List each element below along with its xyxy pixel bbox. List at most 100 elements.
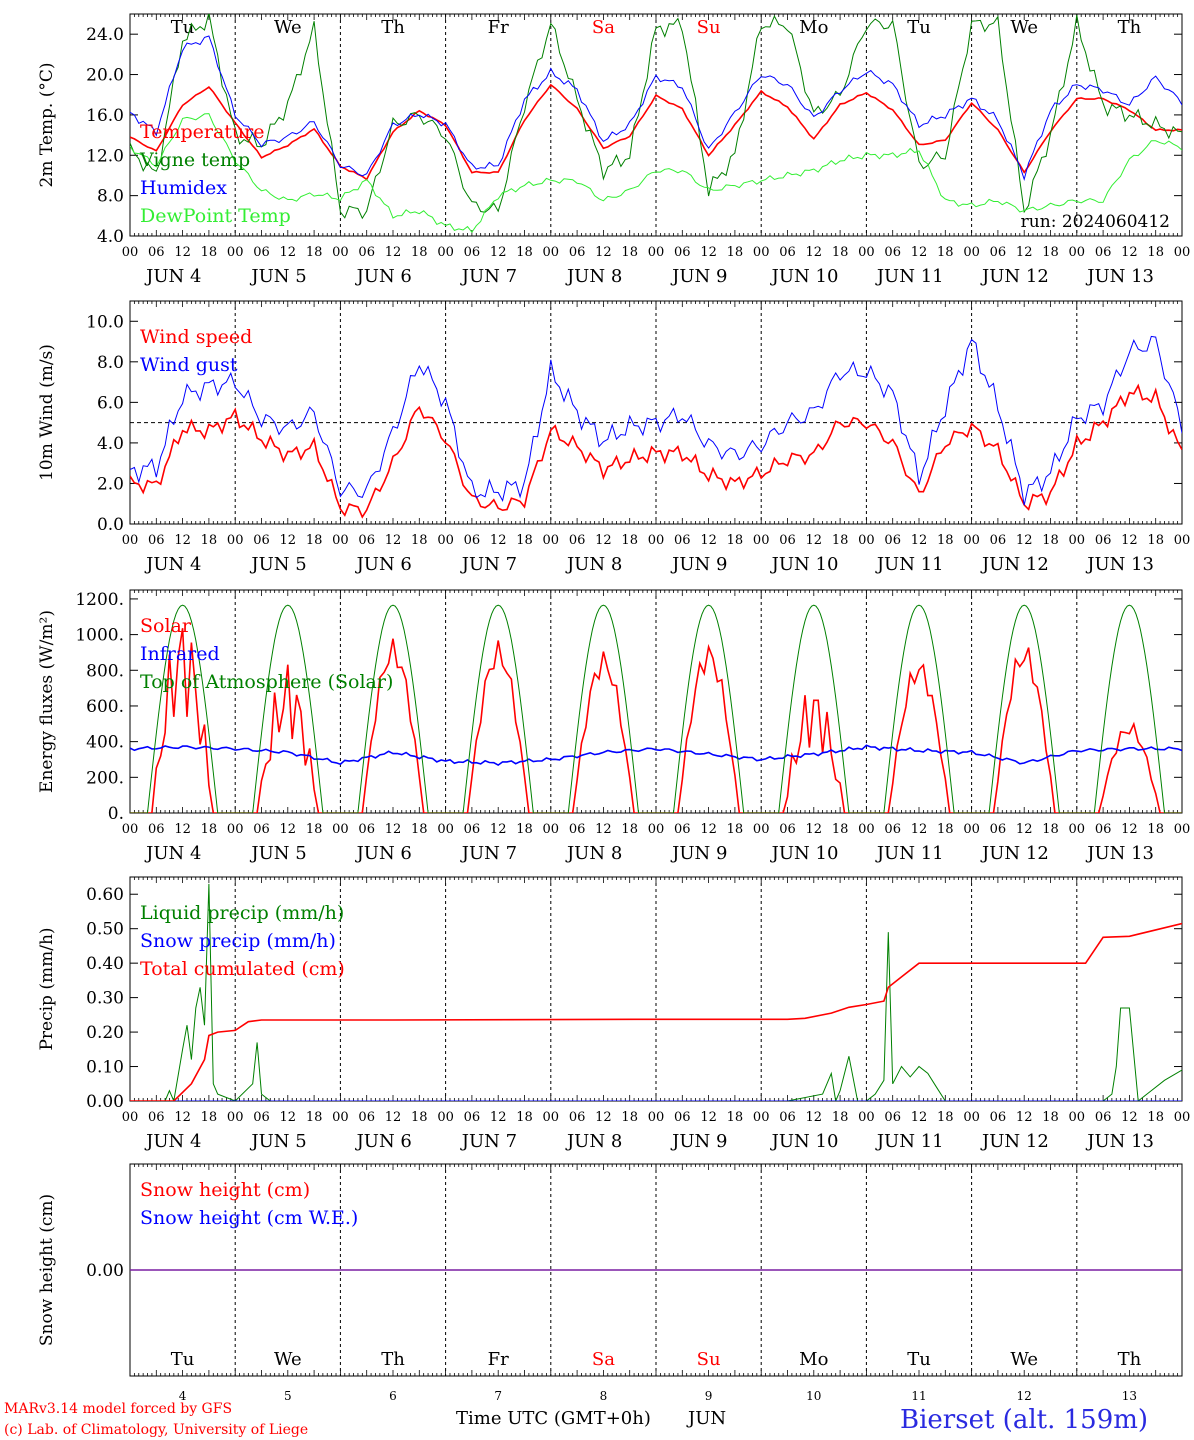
x-tick-label: 18 [516, 1110, 533, 1125]
x-tick-label: 18 [937, 822, 954, 837]
x-tick-label: 18 [306, 245, 323, 260]
x-tick-label: 00 [227, 245, 244, 260]
x-tick-label: 06 [569, 245, 586, 260]
date-label: JUN 7 [460, 266, 517, 287]
date-label: JUN 9 [670, 1131, 727, 1152]
x-tick-label: 00 [227, 533, 244, 548]
date-label: JUN 12 [980, 266, 1049, 287]
weekday-label: We [1010, 1349, 1038, 1370]
series-line-infrared [130, 744, 1182, 767]
legend-entry: Snow height (cm) [140, 1179, 310, 1201]
weekday-label: Fr [488, 1349, 509, 1370]
series-line-liquid-precip-mm-h- [130, 883, 1182, 1101]
x-tick-label: 06 [990, 822, 1007, 837]
date-label: JUN 12 [980, 554, 1049, 575]
x-tick-label: 06 [148, 245, 165, 260]
date-label: JUN 8 [565, 554, 622, 575]
x-tick-label: 18 [621, 822, 638, 837]
x-tick-label: 06 [1095, 245, 1112, 260]
x-tick-label: 18 [201, 822, 218, 837]
x-tick-label: 18 [621, 533, 638, 548]
x-tick-label: 06 [569, 533, 586, 548]
date-label: JUN 10 [770, 554, 839, 575]
x-tick-label: 12 [174, 245, 191, 260]
x-tick-label: 00 [332, 533, 349, 548]
x-axis-label: Time UTC (GMT+0h) [456, 1408, 651, 1429]
x-tick-label: 06 [779, 1110, 796, 1125]
weekday-label: Th [381, 1349, 405, 1370]
x-tick-label: 06 [358, 533, 375, 548]
x-tick-label: 00 [858, 822, 875, 837]
x-tick-label: 12 [385, 1110, 402, 1125]
date-label: JUN 6 [355, 554, 412, 575]
x-tick-label: 06 [884, 533, 901, 548]
series-line-temperature [130, 83, 1182, 181]
x-tick-label: 12 [490, 533, 507, 548]
date-label: JUN 4 [144, 266, 201, 287]
x-tick-label: 12 [911, 533, 928, 548]
x-tick-label: 00 [437, 822, 454, 837]
x-tick-label: 00 [543, 1110, 560, 1125]
x-tick-label: 00 [122, 533, 139, 548]
series-line-total-cumulated-cm- [130, 922, 1182, 1101]
x-tick-label: 00 [437, 245, 454, 260]
y-tick-label: 0.30 [86, 989, 124, 1009]
plot-frame [129, 300, 1183, 525]
x-tick-label: 18 [411, 822, 428, 837]
y-axis-label: Energy fluxes (W/m²) [37, 610, 57, 793]
x-tick-label: 18 [832, 245, 849, 260]
x-tick-label: 12 [1016, 822, 1033, 837]
x-tick-label: 00 [1174, 822, 1191, 837]
date-label: JUN 10 [770, 843, 839, 864]
x-tick-label: 06 [358, 1110, 375, 1125]
weekday-label: Tu [907, 1349, 931, 1370]
legend-entry: Top of Atmosphere (Solar) [140, 671, 393, 693]
x-tick-label: 00 [858, 1110, 875, 1125]
date-label: JUN 11 [875, 554, 944, 575]
y-tick-label: 1200. [75, 590, 124, 610]
x-tick-label: 12 [595, 533, 612, 548]
x-tick-label: 06 [569, 1110, 586, 1125]
x-tick-label: 00 [227, 1110, 244, 1125]
y-tick-label: 200. [86, 768, 124, 788]
x-tick-label: 18 [621, 1110, 638, 1125]
legend-entry: DewPoint Temp [140, 205, 291, 227]
x-tick-label: 12 [911, 822, 928, 837]
x-tick-label: 12 [806, 1110, 823, 1125]
station-label: Bierset (alt. 159m) [900, 1405, 1148, 1435]
x-tick-label: 00 [543, 245, 560, 260]
x-tick-label: 18 [832, 1110, 849, 1125]
x-tick-label: 12 [1121, 245, 1138, 260]
date-label: JUN 11 [875, 843, 944, 864]
y-tick-label: 0. [108, 804, 124, 824]
x-tick-label: 18 [727, 533, 744, 548]
series-line-wind-gust [130, 335, 1182, 506]
panel-4: 0.00 0.10 0.20 0.30 0.40 0.50 0.60 Precip (mm/h… [37, 876, 1190, 1152]
x-tick-label: 18 [937, 1110, 954, 1125]
x-tick-label: 00 [753, 822, 770, 837]
series-line-humidex [130, 35, 1182, 182]
plot-area [130, 335, 1182, 519]
x-tick-label: 06 [990, 533, 1007, 548]
x-tick-label: 18 [201, 533, 218, 548]
x-tick-label: 06 [674, 245, 691, 260]
footer: MARv3.14 model forced by GFS (c) Lab. of… [4, 1401, 1148, 1438]
date-label: JUN 6 [355, 266, 412, 287]
day-number: 9 [705, 1389, 713, 1403]
x-tick-label: 00 [332, 1110, 349, 1125]
y-tick-label: 8.0 [97, 353, 124, 373]
weekday-strip: Tu 4 We 5 Th 6 Fr 7 Sa 8 Su 9 Mo 10 Tu 11 We 12 Th 13 [171, 1349, 1142, 1403]
x-tick-label: 12 [385, 822, 402, 837]
x-tick-label: 00 [753, 245, 770, 260]
x-tick-label: 12 [806, 822, 823, 837]
x-tick-label: 06 [148, 1110, 165, 1125]
weekday-label: Su [697, 1349, 721, 1370]
x-tick-label: 12 [700, 533, 717, 548]
weekday-label: Th [1118, 17, 1142, 38]
x-axis-month: JUN [686, 1408, 726, 1429]
x-tick-label: 18 [1042, 1110, 1059, 1125]
x-tick-label: 12 [385, 533, 402, 548]
x-tick-label: 00 [648, 1110, 665, 1125]
y-axis-label: Precip (mm/h) [37, 927, 57, 1050]
x-tick-label: 00 [1174, 245, 1191, 260]
